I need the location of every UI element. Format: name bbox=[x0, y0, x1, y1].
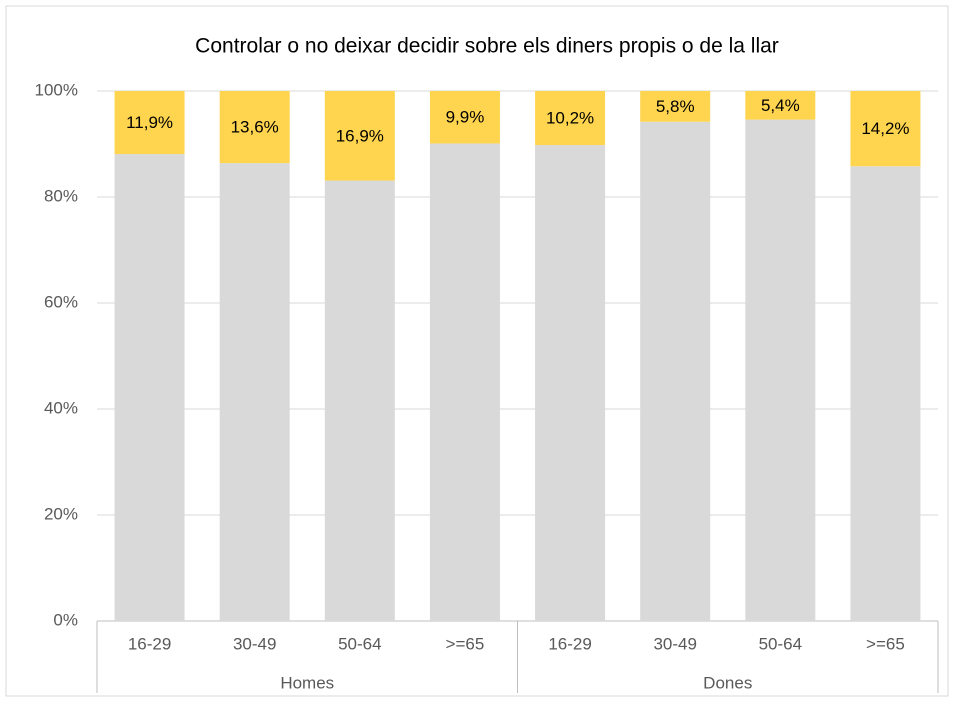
bar-segment bbox=[640, 121, 711, 622]
data-label: 5,8% bbox=[656, 97, 695, 116]
bar-segment bbox=[745, 91, 816, 120]
x-tick-label: 16-29 bbox=[548, 634, 591, 653]
bar-segment bbox=[429, 91, 500, 144]
x-tick-label: 30-49 bbox=[653, 634, 696, 653]
bar-segment bbox=[114, 91, 185, 155]
data-label: 13,6% bbox=[231, 118, 279, 137]
bar-segment bbox=[219, 91, 290, 164]
data-label: 16,9% bbox=[336, 126, 384, 145]
data-label: 14,2% bbox=[861, 119, 909, 138]
x-tick-label: >=65 bbox=[866, 634, 905, 653]
bar-segment bbox=[535, 145, 606, 621]
bar-segment bbox=[324, 91, 395, 181]
bar-segment bbox=[114, 154, 185, 621]
bar-segment bbox=[745, 119, 816, 622]
y-tick-label: 80% bbox=[44, 186, 78, 205]
data-label: 10,2% bbox=[546, 109, 594, 128]
x-tick-label: 50-64 bbox=[759, 634, 802, 653]
bar-segment bbox=[640, 91, 711, 122]
chart-title: Controlar o no deixar decidir sobre els … bbox=[195, 35, 779, 58]
bar-segment bbox=[324, 180, 395, 621]
data-label: 5,4% bbox=[761, 96, 800, 115]
y-tick-label: 40% bbox=[44, 398, 78, 417]
data-label: 9,9% bbox=[446, 108, 485, 127]
data-label: 11,9% bbox=[126, 113, 173, 132]
bar-segment bbox=[850, 91, 921, 167]
bar-segment bbox=[219, 163, 290, 621]
x-tick-label: >=65 bbox=[446, 634, 485, 653]
x-tick-label: 30-49 bbox=[233, 634, 276, 653]
y-tick-label: 0% bbox=[53, 610, 78, 629]
y-tick-label: 100% bbox=[35, 80, 78, 99]
x-tick-label: 50-64 bbox=[338, 634, 381, 653]
y-tick-label: 20% bbox=[44, 504, 78, 523]
group-label: Dones bbox=[703, 673, 752, 692]
bar-segment bbox=[850, 166, 921, 621]
bar-segment bbox=[535, 91, 606, 146]
group-label: Homes bbox=[280, 673, 334, 692]
x-tick-label: 16-29 bbox=[128, 634, 171, 653]
bar-segment bbox=[429, 143, 500, 621]
y-tick-label: 60% bbox=[44, 292, 78, 311]
